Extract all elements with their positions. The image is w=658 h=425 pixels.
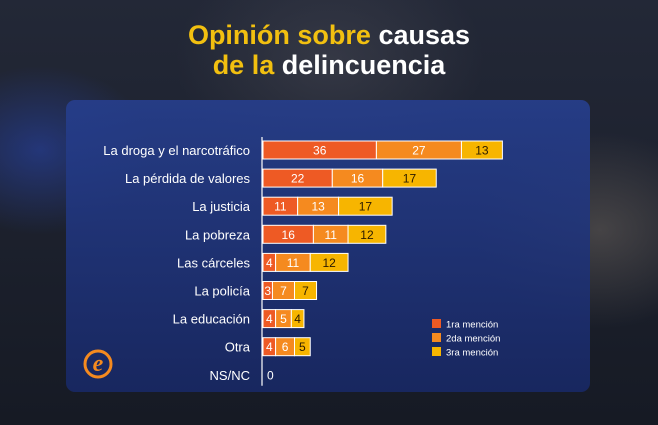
- data-label-las-carceles-s2: 11: [287, 256, 300, 270]
- data-label-la-educacion-s1: 4: [266, 312, 273, 326]
- legend-swatch-1: [432, 319, 441, 328]
- data-label-la-perdida-de-valores-s3: 17: [403, 172, 417, 186]
- category-label-ns-nc: NS/NC: [210, 368, 250, 383]
- data-label-la-droga-y-el-narcotrafico-s2: 27: [412, 144, 426, 158]
- e-logo-icon: e: [83, 349, 113, 379]
- title-highlight-1: Opinión sobre: [187, 20, 371, 50]
- category-label-la-justicia: La justicia: [192, 199, 251, 214]
- data-label-otra-s3: 5: [299, 340, 306, 354]
- data-label-la-pobreza-s2: 11: [324, 228, 337, 242]
- data-label-la-pobreza-s1: 16: [282, 228, 296, 242]
- data-label-la-policia-s1: 3: [264, 284, 271, 298]
- data-label-ns-nc: 0: [267, 368, 274, 382]
- bar-la-droga-y-el-narcotrafico-s3: [460, 140, 503, 160]
- legend-label-2: 2da mención: [446, 334, 500, 345]
- category-label-las-carceles: Las cárceles: [177, 255, 250, 270]
- legend-label-3: 3ra mención: [446, 348, 498, 359]
- data-label-la-droga-y-el-narcotrafico-s1: 36: [313, 144, 327, 158]
- data-label-la-educacion-s3: 4: [294, 312, 301, 326]
- bar-la-policia-s3: [294, 281, 318, 300]
- data-label-la-policia-s2: 7: [280, 284, 287, 298]
- data-label-la-perdida-de-valores-s1: 22: [291, 172, 305, 186]
- bar-la-perdida-de-valores-s3: [382, 168, 437, 188]
- bar-las-carceles-s3: [309, 252, 349, 272]
- logo-ring: [83, 349, 113, 379]
- category-label-otra: Otra: [225, 340, 251, 355]
- logo-glyph: e: [93, 351, 104, 377]
- title-line-2: de la delincuencia: [0, 50, 658, 80]
- data-label-la-justicia-s1: 11: [274, 200, 287, 214]
- title-text-2: delincuencia: [281, 50, 446, 80]
- category-label-la-droga-y-el-narcotrafico: La droga y el narcotráfico: [103, 143, 250, 158]
- data-label-la-justicia-s3: 17: [359, 200, 373, 214]
- category-label-la-perdida-de-valores: La pérdida de valores: [125, 171, 251, 186]
- data-label-las-carceles-s1: 4: [266, 256, 273, 270]
- data-label-la-droga-y-el-narcotrafico-s3: 13: [475, 144, 489, 158]
- title-highlight-2: de la: [212, 50, 275, 80]
- chart-title: Opinión sobre causas de la delincuencia: [0, 20, 658, 80]
- data-label-las-carceles-s3: 12: [322, 256, 336, 270]
- data-label-la-educacion-s2: 5: [280, 312, 287, 326]
- data-label-la-policia-s3: 7: [302, 284, 309, 298]
- bar-la-pobreza-s3: [347, 224, 387, 244]
- category-label-la-pobreza: La pobreza: [185, 227, 251, 242]
- title-line-1: Opinión sobre causas: [0, 20, 658, 50]
- legend-swatch-3: [432, 347, 441, 356]
- title-text-1: causas: [378, 20, 471, 50]
- bar-la-justicia-s3: [338, 196, 393, 216]
- data-label-la-justicia-s2: 13: [311, 200, 325, 214]
- data-label-otra-s1: 4: [266, 340, 273, 354]
- data-label-otra-s2: 6: [282, 340, 289, 354]
- legend-label-1: 1ra mención: [446, 320, 498, 331]
- bar-la-educacion-s3: [290, 309, 305, 329]
- data-label-la-pobreza-s3: 12: [360, 228, 374, 242]
- category-label-la-educacion: La educación: [173, 312, 250, 327]
- data-label-la-perdida-de-valores-s2: 16: [351, 172, 365, 186]
- category-label-la-policia: La policía: [194, 284, 250, 299]
- legend-swatch-2: [432, 333, 441, 342]
- bar-otra-s3: [294, 337, 311, 357]
